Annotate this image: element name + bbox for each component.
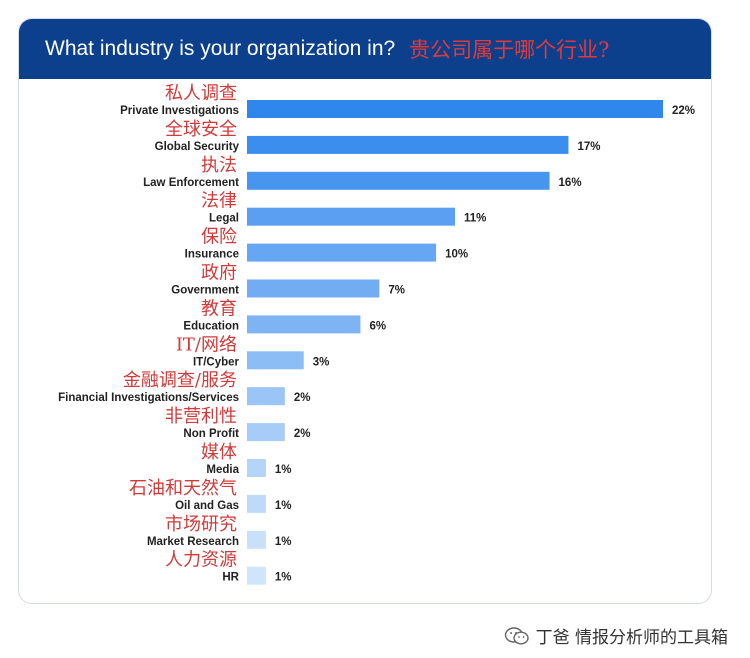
bar (247, 494, 266, 513)
category-label-chinese: 人力资源 (165, 550, 237, 571)
category-label-chinese: 石油和天然气 (129, 478, 237, 499)
bar (247, 171, 550, 190)
bar (247, 566, 266, 585)
value-label: 10% (445, 249, 468, 261)
wechat-icon (504, 626, 529, 645)
category-label-chinese: 保险 (201, 227, 237, 248)
value-label: 2% (294, 392, 311, 404)
bar (247, 315, 361, 334)
chart-header: What industry is your organization in? 贵… (19, 19, 711, 79)
bar (247, 423, 285, 442)
footer-text: 丁爸 情报分析师的工具箱 (535, 628, 728, 648)
category-label-chinese: 全球安全 (165, 119, 237, 140)
value-label: 6% (369, 320, 386, 332)
bar (247, 207, 455, 226)
bar (247, 351, 304, 370)
category-label: Oil and Gas (175, 500, 239, 512)
category-label: Market Research (147, 536, 239, 548)
bar (247, 459, 266, 477)
bar (247, 100, 663, 118)
category-label: Global Security (155, 141, 240, 153)
chart-title-chinese: 贵公司属于哪个行业? (409, 38, 610, 62)
value-label: 22% (672, 105, 695, 117)
category-label: Law Enforcement (143, 177, 239, 189)
value-label: 1% (275, 536, 292, 548)
value-label: 1% (275, 572, 292, 584)
category-label: Government (171, 285, 239, 297)
value-label: 7% (388, 285, 405, 297)
bar (247, 279, 380, 298)
category-label-chinese: 私人调查 (165, 83, 237, 104)
category-label-chinese: 教育 (201, 298, 237, 319)
category-label-chinese: 法律 (201, 191, 237, 212)
category-label-chinese: 金融调查/服务 (123, 370, 237, 391)
category-label: Legal (209, 213, 239, 225)
bar (247, 243, 437, 262)
category-label: Insurance (185, 249, 239, 261)
category-label: Education (183, 320, 239, 332)
value-label: 11% (464, 213, 486, 225)
category-label: Media (206, 464, 239, 476)
category-label-chinese: 市场研究 (165, 514, 237, 535)
category-label-chinese: 政府 (201, 263, 237, 284)
category-label: Financial Investigations/Services (58, 392, 239, 404)
category-label: Non Profit (183, 428, 239, 440)
chart-card: What industry is your organization in? 贵… (18, 18, 712, 604)
value-label: 3% (313, 356, 330, 368)
category-label: HR (222, 572, 239, 584)
category-label-chinese: 媒体 (201, 442, 237, 463)
category-label-chinese: IT/网络 (176, 334, 237, 355)
category-label-chinese: 执法 (201, 155, 237, 176)
category-label-chinese: 非营利性 (165, 406, 237, 427)
watermark-footer: 丁爸 情报分析师的工具箱 (504, 623, 728, 648)
value-label: 1% (275, 464, 292, 476)
value-label: 16% (559, 177, 582, 189)
category-label: Private Investigations (120, 105, 239, 117)
value-label: 1% (275, 500, 292, 512)
bar (247, 387, 285, 406)
bar (247, 530, 266, 549)
category-label: IT/Cyber (193, 356, 240, 368)
chart-title: What industry is your organization in? (45, 37, 396, 60)
value-label: 2% (294, 428, 311, 440)
value-label: 17% (577, 141, 600, 153)
bar (247, 135, 569, 154)
